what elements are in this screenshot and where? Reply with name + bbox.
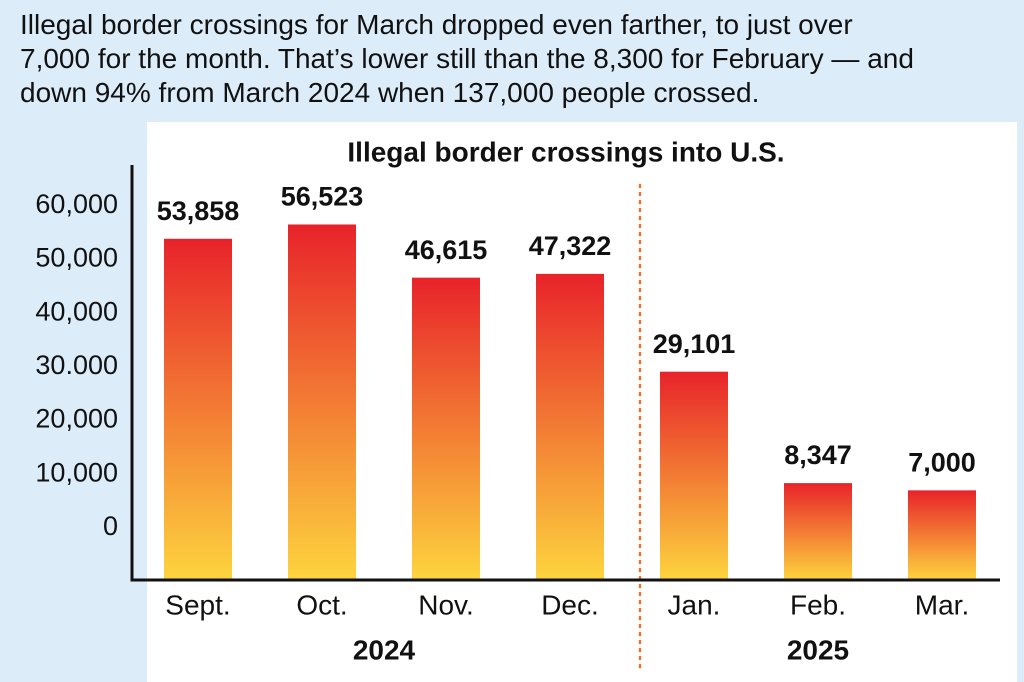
headline-line: 7,000 for the month. That’s lower still … [20, 43, 914, 74]
value-label: 53,858 [157, 196, 240, 226]
y-tick-label: 40,000 [35, 296, 118, 326]
y-tick-label: 20,000 [35, 404, 118, 434]
x-tick-label: Oct. [296, 589, 347, 620]
y-tick-label: 0 [103, 511, 118, 541]
headline: Illegal border crossings for March dropp… [20, 8, 1020, 110]
y-tick-label: 60,000 [35, 189, 118, 219]
bar [288, 224, 356, 581]
headline-line: down 94% from March 2024 when 137,000 pe… [20, 77, 760, 108]
bar [908, 490, 976, 580]
y-tick-label: 50,000 [35, 243, 118, 273]
x-tick-label: Dec. [541, 589, 599, 620]
value-label: 7,000 [908, 447, 976, 477]
bar [412, 277, 480, 580]
y-tick-label: 10,000 [35, 457, 118, 487]
chart-title: Illegal border crossings into U.S. [347, 136, 784, 167]
value-label: 56,523 [281, 182, 364, 212]
x-tick-label: Mar. [915, 589, 969, 620]
headline-line: Illegal border crossings for March dropp… [20, 9, 853, 40]
bar [660, 371, 728, 580]
value-label: 46,615 [405, 235, 488, 265]
bar [164, 238, 232, 580]
value-label: 29,101 [653, 329, 736, 359]
year-label: 2024 [353, 634, 416, 665]
value-label: 8,347 [784, 440, 852, 470]
x-tick-label: Jan. [668, 589, 721, 620]
x-tick-label: Nov. [418, 589, 474, 620]
x-tick-label: Sept. [165, 589, 230, 620]
x-tick-label: Feb. [790, 589, 846, 620]
y-tick-label: 30.000 [35, 350, 118, 380]
bar [536, 273, 604, 580]
value-label: 47,322 [529, 231, 612, 261]
year-label: 2025 [787, 634, 849, 665]
bar [784, 483, 852, 580]
